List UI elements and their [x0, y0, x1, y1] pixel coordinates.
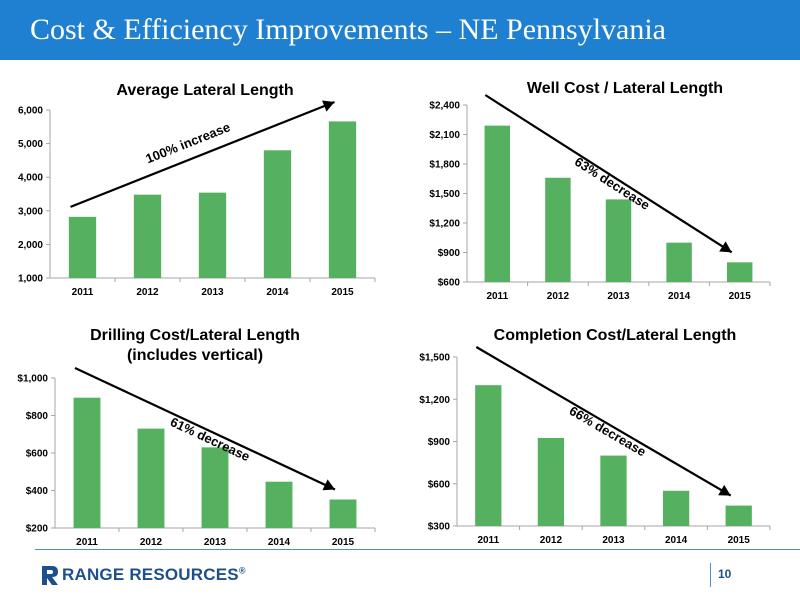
x-tick-label: 2013: [201, 287, 224, 298]
x-tick-label: 2012: [140, 537, 163, 548]
chart-title: Average Lateral Length: [116, 82, 293, 99]
company-logo-text: RANGE RESOURCES®: [62, 565, 246, 584]
x-tick-label: 2012: [547, 291, 570, 302]
bar-2011: [484, 125, 511, 283]
trend-arrow-head: [719, 241, 732, 253]
trend-annotation: 66% decrease: [567, 403, 649, 459]
bar-2013: [605, 199, 632, 282]
y-tick-label: $1,500: [429, 189, 460, 200]
y-tick-label: 2,000: [18, 240, 43, 251]
bar-2015: [725, 505, 752, 526]
bar-2014: [662, 490, 690, 526]
y-tick-label: 6,000: [18, 106, 43, 117]
bar-2015: [328, 121, 357, 278]
y-tick-label: $600: [438, 278, 461, 289]
y-tick-label: $300: [428, 522, 451, 533]
x-tick-label: 2015: [332, 537, 355, 548]
trend-arrow-line: [484, 94, 733, 254]
y-tick-label: $1,200: [429, 219, 460, 230]
chart-drilling-cost-per-lateral-length: Drilling Cost/Lateral Length (includes ve…: [0, 315, 400, 550]
x-tick-label: 2013: [204, 537, 227, 548]
bar-2012: [137, 428, 165, 528]
bar-2012: [133, 194, 162, 278]
bar-2013: [198, 192, 227, 278]
x-tick-label: 2015: [331, 287, 354, 298]
bar-2011: [475, 385, 502, 526]
x-tick-label: 2011: [76, 537, 98, 548]
y-tick-label: 4,000: [18, 173, 43, 184]
x-tick-label: 2015: [728, 535, 751, 546]
bar-2014: [666, 242, 692, 282]
chart-well-cost-per-lateral-length: Well Cost / Lateral Length $600 $900 $1,200…: [400, 75, 800, 310]
y-tick-label: $1,500: [419, 353, 450, 364]
y-tick-label: $2,100: [429, 130, 460, 141]
chart-svg-average-lateral-length: Average Lateral Length 1,000 2,000 3,000 4,0…: [18, 82, 376, 298]
x-tick-label: 2014: [668, 291, 691, 302]
page-number: 10: [718, 567, 732, 581]
y-tick-label: 1,000: [18, 274, 43, 285]
bar-2012: [545, 177, 571, 282]
chart-svg-well-cost-per-lateral-length: Well Cost / Lateral Length $600 $900 $1,200…: [429, 80, 771, 302]
x-tick-label: 2013: [602, 535, 625, 546]
chart-subtitle: (includes vertical): [127, 347, 263, 364]
trend-arrow-head: [718, 484, 731, 496]
y-tick-label: $600: [428, 479, 451, 490]
x-tick-label: 2013: [607, 291, 630, 302]
x-tick-label: 2012: [136, 287, 159, 298]
x-tick-label: 2014: [266, 287, 289, 298]
y-tick-label: $1,200: [419, 395, 450, 406]
chart-svg-drilling-cost-per-lateral-length: Drilling Cost/Lateral Length (includes ve…: [17, 327, 376, 548]
trend-arrow-line: [74, 367, 336, 491]
y-tick-label: $600: [26, 449, 49, 460]
y-tick-label: $800: [26, 411, 49, 422]
x-tick-label: 2015: [729, 291, 752, 302]
bar-2011: [73, 397, 101, 528]
x-tick-label: 2012: [540, 535, 563, 546]
slide-header: Cost & Efficiency Improvements – NE Penn…: [0, 0, 800, 60]
y-tick-label: $200: [26, 524, 49, 535]
bar-2015: [726, 262, 753, 282]
x-tick-label: 2014: [268, 537, 291, 548]
chart-average-lateral-length: Average Lateral Length 1,000 2,000 3,000 4,0…: [0, 75, 400, 310]
footer-rule: [35, 549, 800, 550]
x-tick-label: 2011: [72, 287, 94, 298]
range-logo-icon: [42, 566, 58, 585]
trend-arrow-line: [70, 100, 335, 208]
trend-arrow-line: [475, 346, 732, 497]
bar-2013: [201, 447, 229, 528]
y-tick-label: $400: [26, 486, 49, 497]
bar-2015: [329, 499, 357, 528]
page-number-separator: [710, 563, 711, 587]
y-tick-label: 5,000: [18, 139, 43, 150]
y-tick-label: $2,400: [429, 101, 460, 112]
y-tick-label: $900: [438, 248, 461, 259]
chart-svg-completion-cost-per-lateral-length: Completion Cost/Lateral Length $300 $600 $9…: [419, 327, 771, 546]
bar-2011: [68, 216, 97, 278]
bar-2012: [537, 437, 565, 526]
trend-arrow-head: [322, 479, 335, 491]
bar-2013: [600, 455, 627, 526]
chart-completion-cost-per-lateral-length: Completion Cost/Lateral Length $300 $600 $9…: [400, 315, 800, 550]
slide-title: Cost & Efficiency Improvements – NE Penn…: [30, 13, 666, 46]
x-tick-label: 2011: [477, 535, 499, 546]
company-logo: RANGE RESOURCES®: [40, 563, 260, 587]
y-tick-label: $1,800: [429, 160, 460, 171]
x-tick-label: 2011: [486, 291, 508, 302]
bar-2014: [263, 150, 292, 278]
x-tick-label: 2014: [665, 535, 688, 546]
trend-arrow-head: [322, 100, 335, 112]
y-tick-label: 3,000: [18, 206, 43, 217]
y-tick-label: $1,000: [17, 374, 48, 385]
chart-title: Drilling Cost/Lateral Length: [90, 327, 300, 344]
chart-title: Completion Cost/Lateral Length: [494, 327, 737, 344]
bar-2014: [265, 481, 293, 528]
chart-title: Well Cost / Lateral Length: [527, 80, 723, 97]
y-tick-label: $900: [428, 437, 451, 448]
